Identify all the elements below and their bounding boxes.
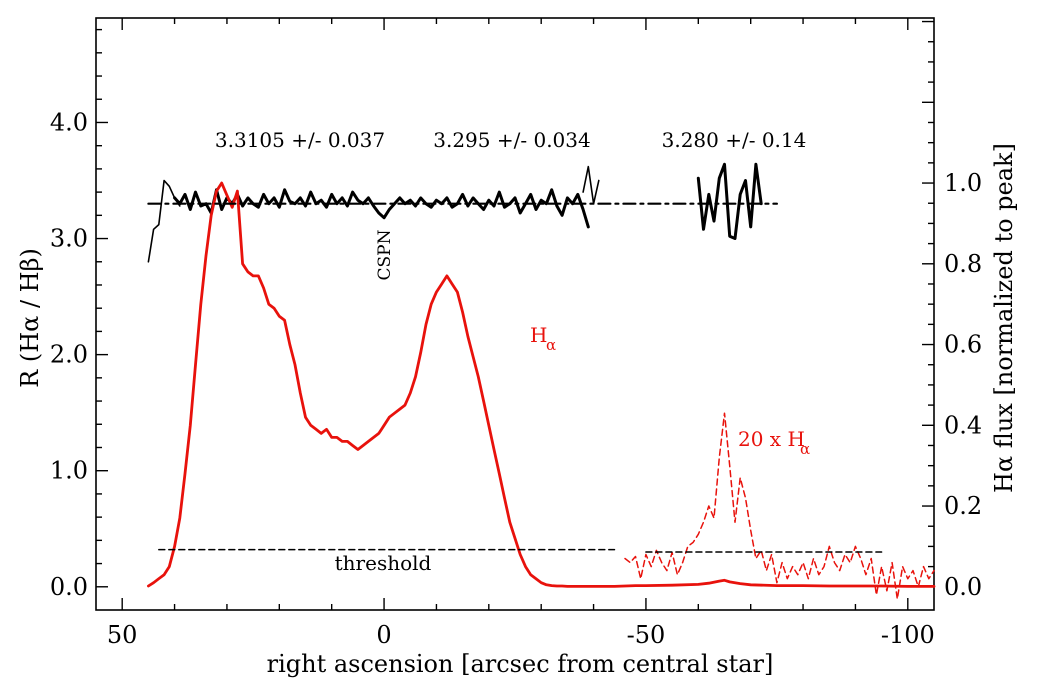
left-tick-label: 1.0 xyxy=(50,457,88,485)
right-tick-label: 0.6 xyxy=(944,331,982,359)
x-axis-title: right ascension [arcsec from central sta… xyxy=(267,650,774,678)
right-tick-label: 0.4 xyxy=(944,411,982,439)
plot-frame-rect xyxy=(95,17,935,611)
annotation-avg-halo: 3.280 +/- 0.14 xyxy=(662,128,807,152)
x-tick-label: -100 xyxy=(881,621,935,649)
left-tick-label: 2.0 xyxy=(50,341,88,369)
axis-tick-labels: 50 0 -50 -100 0.0 1.0 2.0 3.0 4.0 0.0 0.2 0.4 0.6 0.8… xyxy=(50,108,982,649)
series-h-flux xyxy=(146,181,936,588)
plot-frame xyxy=(95,17,935,611)
svg-text:α: α xyxy=(800,440,810,458)
annotation-ha-x20: 20 x H α xyxy=(738,427,810,458)
left-tick-label: 4.0 xyxy=(50,108,88,136)
series-r-ratio-halo xyxy=(696,162,763,240)
left-tick-label: 3.0 xyxy=(50,225,88,253)
annotation-threshold: threshold xyxy=(335,551,432,575)
annotation-cspn: CSPN xyxy=(375,229,395,280)
right-tick-label: 0.0 xyxy=(944,573,982,601)
annotation-ha-main: H α xyxy=(530,323,556,354)
right-tick-label: 0.8 xyxy=(944,250,982,278)
right-tick-label: 0.2 xyxy=(944,492,982,520)
x-tick-label: 50 xyxy=(107,621,138,649)
x-tick-label: -50 xyxy=(627,621,666,649)
right-tick-label: 1.0 xyxy=(944,169,982,197)
svg-text:20 x H: 20 x H xyxy=(738,427,805,451)
svg-text:α: α xyxy=(546,336,556,354)
annotation-avg-east: 3.295 +/- 0.034 xyxy=(433,128,590,152)
axis-ticks xyxy=(96,18,934,610)
left-axis-title: R (Hα / Hβ) xyxy=(16,248,44,388)
right-axis-title: Hα flux [normalized to peak] xyxy=(990,143,1018,493)
series-20-x-h xyxy=(624,412,935,600)
left-tick-label: 0.0 xyxy=(50,573,88,601)
series-r-ratio-thin-below-threshold xyxy=(147,179,181,263)
series-layer xyxy=(146,162,936,600)
svg-text:H: H xyxy=(530,323,547,347)
x-tick-label: 0 xyxy=(376,621,391,649)
annotation-avg-west: 3.3105 +/- 0.037 xyxy=(215,128,385,152)
series-r-ratio-thin-east-edge xyxy=(582,165,600,205)
